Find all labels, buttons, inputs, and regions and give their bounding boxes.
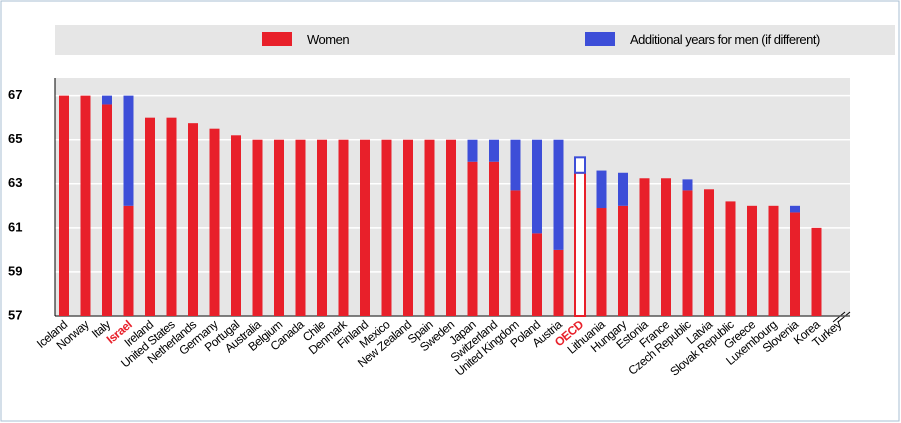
bar — [596, 170, 607, 209]
bar — [467, 139, 478, 162]
bar — [532, 139, 542, 234]
bar — [166, 117, 177, 317]
bar — [596, 208, 607, 316]
axis-break — [837, 311, 851, 323]
bar — [747, 205, 757, 316]
bar — [80, 95, 91, 316]
bar — [102, 95, 112, 105]
legend-label: Additional years for men (if different) — [630, 32, 820, 47]
bar — [446, 139, 456, 316]
y-tick-label: 59 — [8, 263, 22, 278]
bar — [618, 205, 628, 316]
bar — [295, 139, 306, 316]
bar — [682, 179, 693, 191]
bar — [145, 117, 155, 317]
bar — [209, 128, 220, 316]
bar — [338, 139, 349, 316]
bar — [618, 172, 628, 206]
bar — [59, 95, 69, 316]
bar — [424, 139, 435, 316]
bar — [661, 178, 671, 316]
bar — [489, 161, 499, 316]
bar — [510, 139, 521, 191]
bar — [532, 233, 542, 316]
axis-break — [832, 311, 846, 323]
y-tick-label: 63 — [8, 175, 22, 190]
bar — [317, 139, 327, 316]
bar — [510, 190, 521, 316]
y-tick-label: 65 — [8, 131, 22, 146]
y-tick-label: 61 — [8, 219, 22, 234]
bar — [682, 190, 693, 316]
bar — [704, 189, 714, 316]
bar — [553, 139, 564, 250]
bar — [403, 139, 413, 316]
bar — [102, 104, 112, 316]
bar — [360, 139, 370, 316]
bar — [252, 139, 263, 316]
bar — [123, 205, 134, 316]
legend-swatch — [262, 32, 292, 46]
bar — [811, 227, 822, 316]
legend-swatch — [585, 32, 615, 46]
y-tick-label: 67 — [8, 87, 22, 102]
bar — [489, 139, 499, 162]
bar — [725, 201, 736, 316]
bar — [381, 139, 392, 316]
bar — [467, 161, 478, 316]
bar — [790, 212, 800, 316]
bar — [231, 135, 241, 316]
bar — [768, 205, 779, 316]
bar — [553, 249, 564, 316]
legend-label: Women — [307, 32, 349, 47]
bar — [274, 139, 284, 316]
legend — [55, 25, 895, 55]
bar — [574, 171, 586, 317]
bar — [123, 95, 134, 206]
bar — [639, 178, 650, 316]
bar — [790, 205, 800, 213]
y-tick-label: 57 — [8, 307, 22, 322]
bar — [574, 156, 586, 174]
bar — [188, 123, 198, 316]
